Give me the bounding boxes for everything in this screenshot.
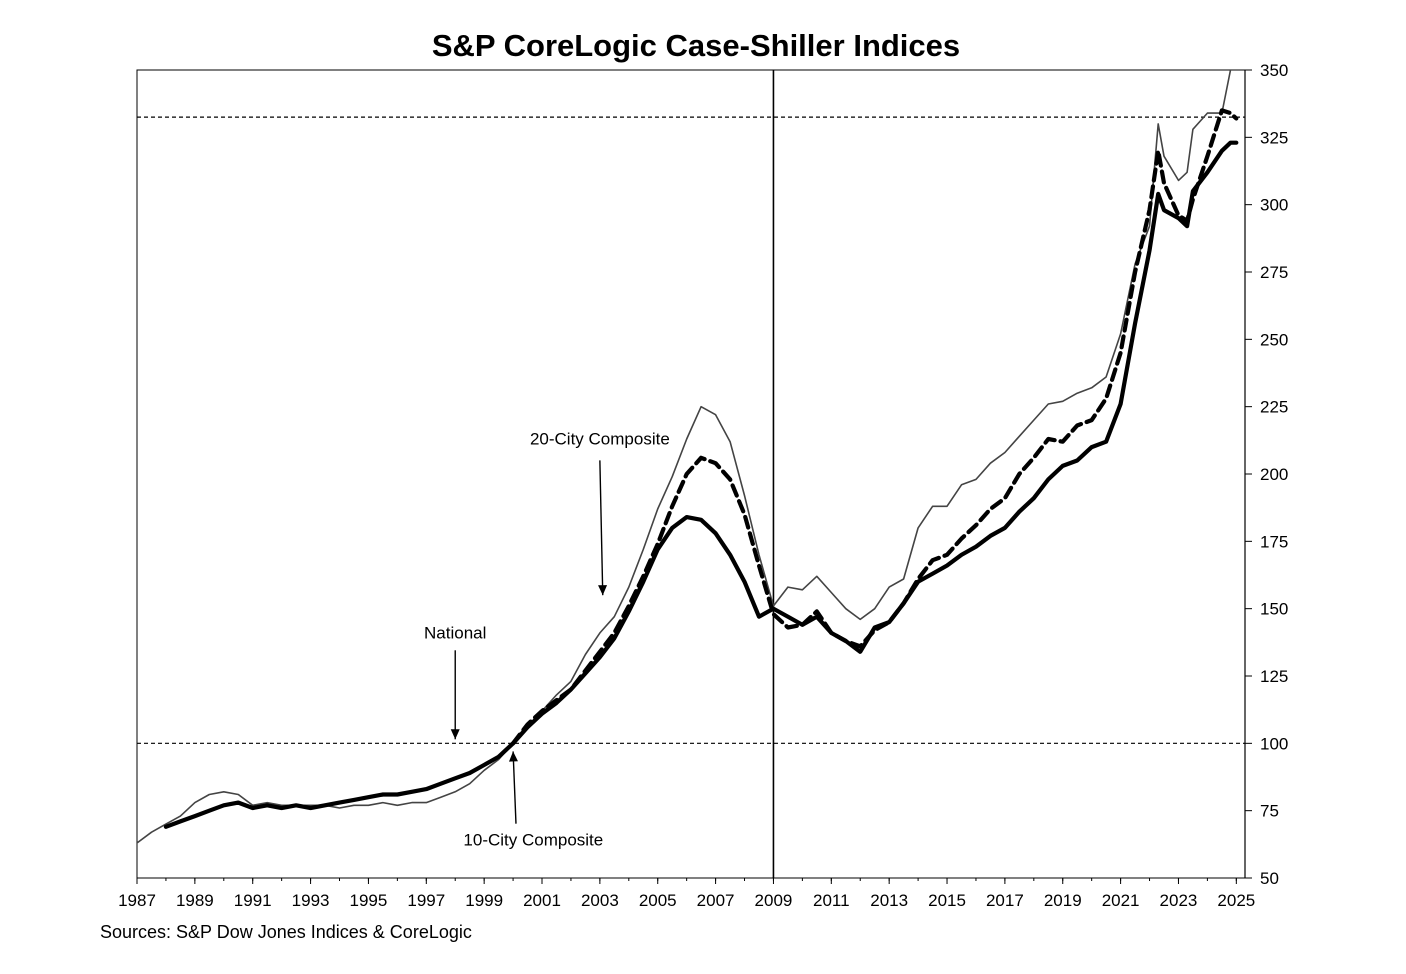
x-tick-label: 2025 (1217, 891, 1255, 910)
y-tick-label: 150 (1260, 600, 1288, 619)
series-line-20-city-composite (510, 108, 1239, 746)
arrow-20-city-shaft (599, 460, 604, 596)
chart-title: S&P CoreLogic Case-Shiller Indices (431, 28, 961, 63)
y-tick-label: 100 (1260, 734, 1288, 753)
y-tick-label: 125 (1260, 667, 1288, 686)
x-tick-label: 2023 (1160, 891, 1198, 910)
x-tick-label: 2009 (755, 891, 793, 910)
series-line-10-city-composite (163, 140, 1239, 829)
y-tick-label: 75 (1260, 802, 1279, 821)
x-axis: 1987 1989 1991 1993 1995 1997 1999 2001 2003 2005… (118, 878, 1255, 910)
x-tick-label: 2013 (870, 891, 908, 910)
plot-area-frame (136, 69, 1246, 879)
series-lines (137, 70, 1239, 844)
y-tick-label: 275 (1260, 263, 1288, 282)
arrow-national-head (450, 729, 460, 740)
annotation-10-city-composite: 10-City Composite (463, 831, 603, 850)
y-tick-label: 50 (1260, 869, 1279, 888)
x-tick-label: 2019 (1044, 891, 1082, 910)
x-tick-label: 2007 (697, 891, 735, 910)
arrow-10-city-head (508, 751, 518, 762)
series-line-national (137, 70, 1232, 844)
x-tick-label: 1995 (350, 891, 388, 910)
y-tick-label: 250 (1260, 330, 1288, 349)
y-tick-label: 350 (1260, 61, 1288, 80)
reference-lines (137, 70, 1245, 878)
y-tick-label: 200 (1260, 465, 1288, 484)
annotations: 20-City Composite National 10-City Compo… (424, 429, 670, 849)
x-tick-label: 1997 (407, 891, 445, 910)
x-tick-label: 2003 (581, 891, 619, 910)
x-tick-label: 1991 (234, 891, 272, 910)
x-tick-label: 1987 (118, 891, 156, 910)
x-tick-label: 2011 (813, 891, 850, 910)
x-tick-label: 2005 (639, 891, 677, 910)
source-note: Sources: S&P Dow Jones Indices & CoreLog… (100, 922, 472, 942)
arrow-10-city-shaft (512, 751, 517, 824)
x-tick-label: 1993 (292, 891, 330, 910)
x-tick-label: 2001 (523, 891, 561, 910)
x-tick-label: 2021 (1102, 891, 1140, 910)
right-y-axis: 50 75 100 125 150 175 200 225 250 275 300 325 350 (1245, 61, 1288, 888)
arrow-20-city-head (598, 585, 608, 596)
y-tick-label: 175 (1260, 532, 1288, 551)
annotation-national: National (424, 623, 486, 642)
x-tick-label: 2015 (928, 891, 966, 910)
annotation-20-city-composite: 20-City Composite (530, 429, 670, 448)
y-tick-label: 300 (1260, 196, 1288, 215)
x-tick-label: 1999 (465, 891, 503, 910)
y-tick-label: 225 (1260, 398, 1288, 417)
x-tick-label: 2017 (986, 891, 1024, 910)
x-tick-label: 1989 (176, 891, 214, 910)
y-tick-label: 325 (1260, 128, 1288, 147)
